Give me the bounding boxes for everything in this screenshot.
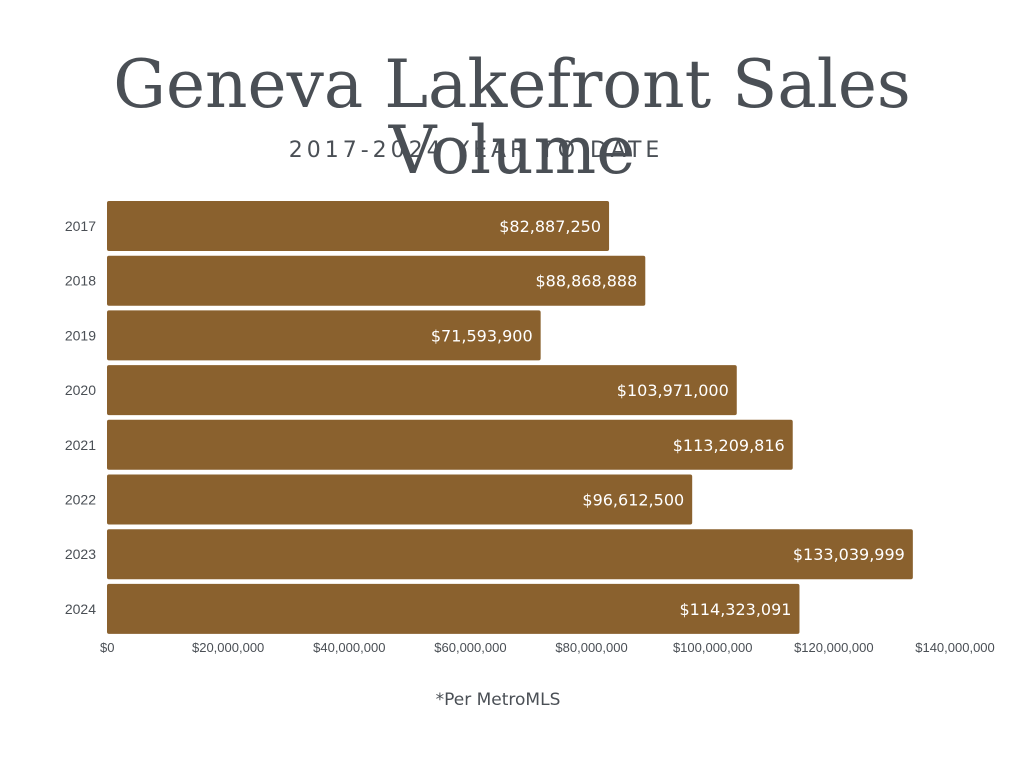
y-axis-labels: 2017 2018 2019 2020 2021 2022 2023 2024 (65, 218, 96, 617)
y-tick-label-2017: 2017 (65, 218, 96, 234)
bar-value-label-2019: $71,593,900 (431, 326, 533, 345)
bar-2021 (107, 419, 793, 470)
x-axis-labels: $0 $20,000,000 $40,000,000 $60,000,000 $80,0… (100, 640, 995, 655)
bar-2018 (107, 255, 646, 306)
chart-title: Geneva Lakefront Sales Volume (113, 46, 911, 189)
x-tick-label: $60,000,000 (434, 640, 506, 655)
bar-2023 (107, 529, 913, 580)
bar-2024 (107, 583, 800, 634)
bar-2022 (107, 474, 693, 525)
x-tick-label: $100,000,000 (673, 640, 753, 655)
bar-labels-layer: $82,887,250 $88,868,888 $71,593,900 $103,97… (431, 217, 905, 619)
bars-layer (107, 201, 913, 634)
y-tick-label-2020: 2020 (65, 382, 96, 398)
bar-value-label-2021: $113,209,816 (673, 436, 785, 455)
bar-value-label-2024: $114,323,091 (680, 600, 792, 619)
y-tick-label-2022: 2022 (65, 492, 96, 508)
bar-value-label-2022: $96,612,500 (582, 491, 684, 510)
bar-value-label-2017: $82,887,250 (499, 217, 601, 236)
x-tick-label: $120,000,000 (794, 640, 874, 655)
bar-2017 (107, 201, 610, 251)
x-tick-label: $40,000,000 (313, 640, 385, 655)
y-tick-label-2023: 2023 (65, 546, 96, 562)
x-tick-label: $20,000,000 (192, 640, 264, 655)
x-tick-label: $140,000,000 (915, 640, 995, 655)
bar-value-label-2023: $133,039,999 (793, 545, 905, 564)
y-tick-label-2021: 2021 (65, 437, 96, 453)
y-tick-label-2024: 2024 (65, 601, 96, 617)
bar-2020 (107, 365, 737, 416)
y-tick-label-2019: 2019 (65, 327, 96, 343)
source-footnote: *Per MetroMLS (435, 690, 561, 710)
bar-value-label-2018: $88,868,888 (535, 272, 637, 291)
bar-value-label-2020: $103,971,000 (617, 381, 729, 400)
chart-subtitle: 2017-2024 YEAR TO DATE (288, 138, 664, 163)
x-tick-label: $0 (100, 640, 114, 655)
x-tick-label: $80,000,000 (555, 640, 627, 655)
y-tick-label-2018: 2018 (65, 273, 96, 289)
bar-2019 (107, 310, 541, 361)
